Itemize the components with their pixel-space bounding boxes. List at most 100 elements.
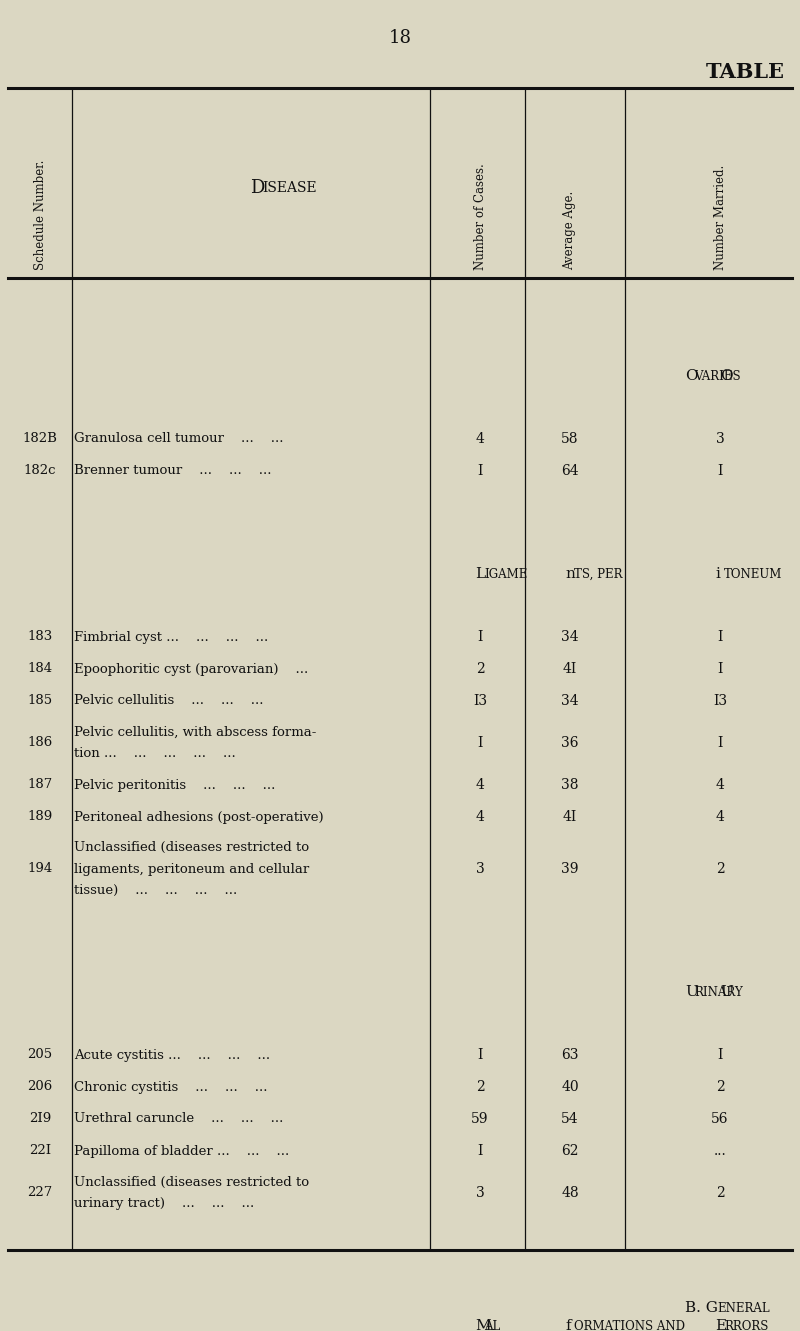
Text: Peritoneal adhesions (post-operative): Peritoneal adhesions (post-operative): [74, 811, 324, 824]
Text: U: U: [720, 985, 733, 1000]
Text: D: D: [250, 178, 264, 197]
Text: 182c: 182c: [24, 465, 56, 478]
Text: n: n: [565, 567, 575, 582]
Text: M: M: [475, 1319, 490, 1331]
Text: I3: I3: [713, 693, 727, 708]
Text: U: U: [685, 985, 698, 1000]
Text: Pelvic peritonitis    ...    ...    ...: Pelvic peritonitis ... ... ...: [74, 779, 275, 792]
Text: ISEASE: ISEASE: [262, 181, 317, 196]
Text: I: I: [478, 1145, 482, 1158]
Text: 36: 36: [562, 736, 578, 749]
Text: tissue)    ...    ...    ...    ...: tissue) ... ... ... ...: [74, 884, 238, 897]
Text: 4: 4: [715, 779, 725, 792]
Text: 39: 39: [562, 862, 578, 876]
Text: 227: 227: [27, 1186, 53, 1199]
Text: I: I: [718, 662, 722, 676]
Text: 64: 64: [561, 465, 579, 478]
Text: 206: 206: [27, 1081, 53, 1094]
Text: Schedule Number.: Schedule Number.: [34, 160, 46, 270]
Text: 4: 4: [475, 811, 485, 824]
Text: 63: 63: [562, 1047, 578, 1062]
Text: IGAME: IGAME: [484, 567, 527, 580]
Text: Unclassified (diseases restricted to: Unclassified (diseases restricted to: [74, 841, 309, 855]
Text: B. G: B. G: [685, 1300, 718, 1315]
Text: f: f: [565, 1319, 570, 1331]
Text: I: I: [478, 736, 482, 749]
Text: 185: 185: [27, 695, 53, 708]
Text: Number of Cases.: Number of Cases.: [474, 164, 486, 270]
Text: ligaments, peritoneum and cellular: ligaments, peritoneum and cellular: [74, 862, 310, 876]
Text: Pelvic cellulitis, with abscess forma-: Pelvic cellulitis, with abscess forma-: [74, 727, 316, 739]
Text: 3: 3: [716, 433, 724, 446]
Text: 4I: 4I: [563, 811, 577, 824]
Text: Acute cystitis ...    ...    ...    ...: Acute cystitis ... ... ... ...: [74, 1049, 270, 1062]
Text: 186: 186: [27, 736, 53, 749]
Text: 22I: 22I: [29, 1145, 51, 1158]
Text: TABLE: TABLE: [706, 63, 785, 83]
Text: VARIES: VARIES: [694, 370, 741, 382]
Text: 205: 205: [27, 1049, 53, 1062]
Text: 2I9: 2I9: [29, 1113, 51, 1126]
Text: O: O: [720, 369, 733, 383]
Text: 4: 4: [475, 779, 485, 792]
Text: Pelvic cellulitis    ...    ...    ...: Pelvic cellulitis ... ... ...: [74, 695, 263, 708]
Text: tion ...    ...    ...    ...    ...: tion ... ... ... ... ...: [74, 747, 236, 760]
Text: 54: 54: [561, 1111, 579, 1126]
Text: L: L: [475, 567, 485, 582]
Text: E: E: [715, 1319, 726, 1331]
Text: 2: 2: [716, 862, 724, 876]
Text: I: I: [478, 465, 482, 478]
Text: 38: 38: [562, 779, 578, 792]
Text: Unclassified (diseases restricted to: Unclassified (diseases restricted to: [74, 1177, 309, 1189]
Text: 62: 62: [562, 1145, 578, 1158]
Text: ...: ...: [714, 1145, 726, 1158]
Text: 4I: 4I: [563, 662, 577, 676]
Text: 2: 2: [716, 1079, 724, 1094]
Text: TONEUM: TONEUM: [724, 567, 782, 580]
Text: urinary tract)    ...    ...    ...: urinary tract) ... ... ...: [74, 1197, 254, 1210]
Text: 4: 4: [715, 811, 725, 824]
Text: I: I: [718, 736, 722, 749]
Text: 34: 34: [561, 693, 579, 708]
Text: 4: 4: [475, 433, 485, 446]
Text: I3: I3: [473, 693, 487, 708]
Text: Urethral caruncle    ...    ...    ...: Urethral caruncle ... ... ...: [74, 1113, 283, 1126]
Text: 3: 3: [476, 1186, 484, 1201]
Text: AL: AL: [484, 1319, 500, 1331]
Text: 194: 194: [27, 862, 53, 876]
Text: Number Married.: Number Married.: [714, 165, 726, 270]
Text: Granulosa cell tumour    ...    ...: Granulosa cell tumour ... ...: [74, 433, 283, 446]
Text: I: I: [718, 630, 722, 644]
Text: Papilloma of bladder ...    ...    ...: Papilloma of bladder ... ... ...: [74, 1145, 290, 1158]
Text: Epoophoritic cyst (parovarian)    ...: Epoophoritic cyst (parovarian) ...: [74, 663, 308, 676]
Text: 40: 40: [561, 1079, 579, 1094]
Text: 2: 2: [716, 1186, 724, 1201]
Text: 184: 184: [27, 663, 53, 676]
Text: 56: 56: [711, 1111, 729, 1126]
Text: Chronic cystitis    ...    ...    ...: Chronic cystitis ... ... ...: [74, 1081, 267, 1094]
Text: RINARY: RINARY: [694, 985, 742, 998]
Text: Fimbrial cyst ...    ...    ...    ...: Fimbrial cyst ... ... ... ...: [74, 631, 268, 643]
Text: 2: 2: [476, 1079, 484, 1094]
Text: 2: 2: [476, 662, 484, 676]
Text: 59: 59: [471, 1111, 489, 1126]
Text: 34: 34: [561, 630, 579, 644]
Text: O: O: [685, 369, 698, 383]
Text: Brenner tumour    ...    ...    ...: Brenner tumour ... ... ...: [74, 465, 271, 478]
Text: 182B: 182B: [22, 433, 58, 446]
Text: 183: 183: [27, 631, 53, 643]
Text: 48: 48: [561, 1186, 579, 1201]
Text: I: I: [718, 465, 722, 478]
Text: 3: 3: [476, 862, 484, 876]
Text: 187: 187: [27, 779, 53, 792]
Text: I: I: [718, 1047, 722, 1062]
Text: 189: 189: [27, 811, 53, 824]
Text: 18: 18: [389, 29, 411, 47]
Text: ORMATIONS AND: ORMATIONS AND: [574, 1319, 685, 1331]
Text: TS, PER: TS, PER: [574, 567, 622, 580]
Text: I: I: [478, 1047, 482, 1062]
Text: ENERAL: ENERAL: [717, 1302, 770, 1315]
Text: Average Age.: Average Age.: [563, 190, 577, 270]
Text: 58: 58: [562, 433, 578, 446]
Text: i: i: [715, 567, 720, 582]
